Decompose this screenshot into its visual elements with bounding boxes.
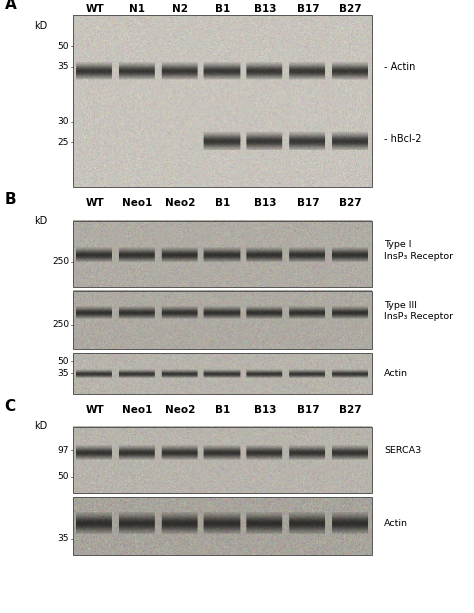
Bar [73,353,372,394]
Text: Actin: Actin [384,369,408,378]
Text: 25: 25 [58,138,69,147]
Text: B1: B1 [215,199,230,208]
Text: N1: N1 [129,4,146,14]
Text: kD: kD [34,21,47,31]
Text: B17: B17 [297,199,319,208]
Text: B1: B1 [215,405,230,415]
Text: B13: B13 [254,405,277,415]
Text: Actin: Actin [384,519,408,528]
Text: 250: 250 [52,320,69,329]
Text: 35: 35 [58,63,69,71]
Text: N2: N2 [172,4,188,14]
Text: 97: 97 [58,446,69,455]
Text: Type III
InsP₃ Receptor: Type III InsP₃ Receptor [384,301,453,321]
Bar [73,15,372,187]
Text: B: B [5,192,17,207]
Text: 35: 35 [58,535,69,543]
Text: - hBcl-2: - hBcl-2 [384,134,421,144]
Text: C: C [5,399,16,414]
Text: - Actin: - Actin [384,62,415,72]
Text: Neo2: Neo2 [165,405,195,415]
Text: 250: 250 [52,257,69,266]
Text: B13: B13 [254,199,277,208]
Text: B17: B17 [297,405,319,415]
Text: 35: 35 [58,369,69,378]
Text: kD: kD [34,216,47,226]
Text: B17: B17 [297,4,319,14]
Text: kD: kD [34,421,47,431]
Text: B27: B27 [339,4,362,14]
Text: WT: WT [85,405,104,415]
Text: WT: WT [85,199,104,208]
Text: SERCA3: SERCA3 [384,446,421,455]
Bar [73,497,372,555]
Text: A: A [5,0,17,12]
Text: 50: 50 [58,357,69,366]
Text: 50: 50 [58,473,69,481]
Text: B27: B27 [339,405,362,415]
Text: 30: 30 [58,117,69,126]
Bar [73,427,372,493]
Text: Type I
InsP₃ Receptor: Type I InsP₃ Receptor [384,240,453,261]
Text: 50: 50 [58,42,69,51]
Text: Neo1: Neo1 [122,405,153,415]
Text: B27: B27 [339,199,362,208]
Text: WT: WT [85,4,104,14]
Text: Neo1: Neo1 [122,199,153,208]
Bar [73,291,372,349]
Text: B1: B1 [215,4,230,14]
Bar [73,221,372,287]
Text: B13: B13 [254,4,277,14]
Text: Neo2: Neo2 [165,199,195,208]
